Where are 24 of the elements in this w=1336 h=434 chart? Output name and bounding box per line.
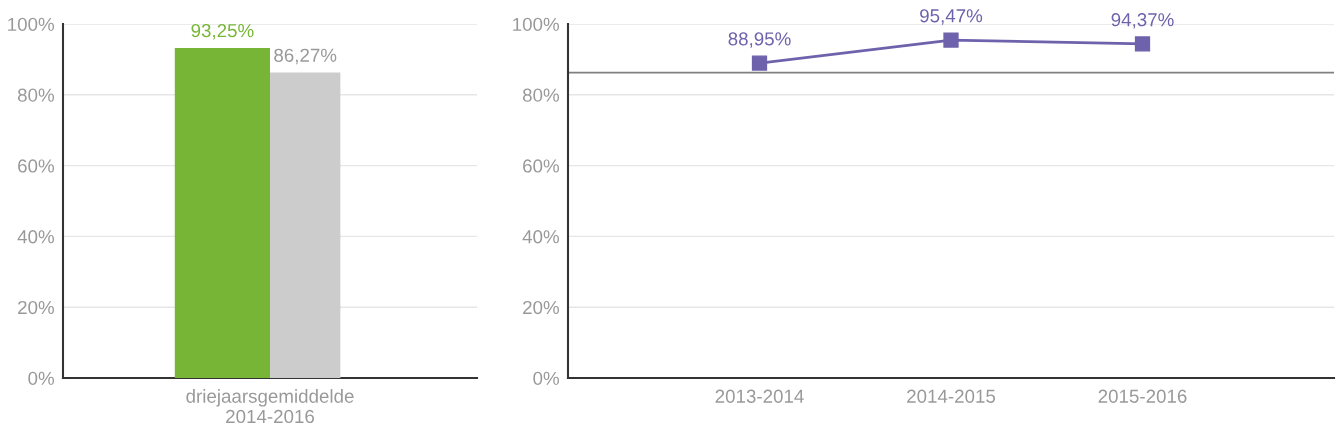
y-tick-label: 80% [522,88,559,102]
x-tick-label: driejaarsgemiddelde 2014-2016 [186,389,354,424]
data-label: 93,25% [191,23,254,40]
x-tick-label: 2015-2016 [1098,389,1187,403]
x-tick-label: 2014-2015 [907,389,996,403]
point [751,55,768,71]
point [943,32,959,48]
y-tick-label: 40% [17,230,54,244]
y-tick-label: 100% [513,17,559,31]
y-tick-label: 40% [522,230,559,244]
y-tick-label: 60% [18,159,54,173]
data-label: 94,37% [1111,13,1174,29]
point [1134,36,1151,52]
y-tick-label: 80% [17,88,54,102]
data-label: 95,47% [920,9,983,25]
y-tick-label: 20% [523,300,559,315]
x-tick-label: 2013-2014 [715,389,804,403]
y-tick-label: 60% [523,159,559,173]
y-tick-label: 100% [8,17,54,31]
y-tick-label: 20% [18,300,54,315]
y-tick-label: 0% [533,371,559,385]
data-label: 88,95% [728,32,791,48]
data-label: 86,27% [274,48,337,65]
y-tick-label: 0% [28,371,54,385]
